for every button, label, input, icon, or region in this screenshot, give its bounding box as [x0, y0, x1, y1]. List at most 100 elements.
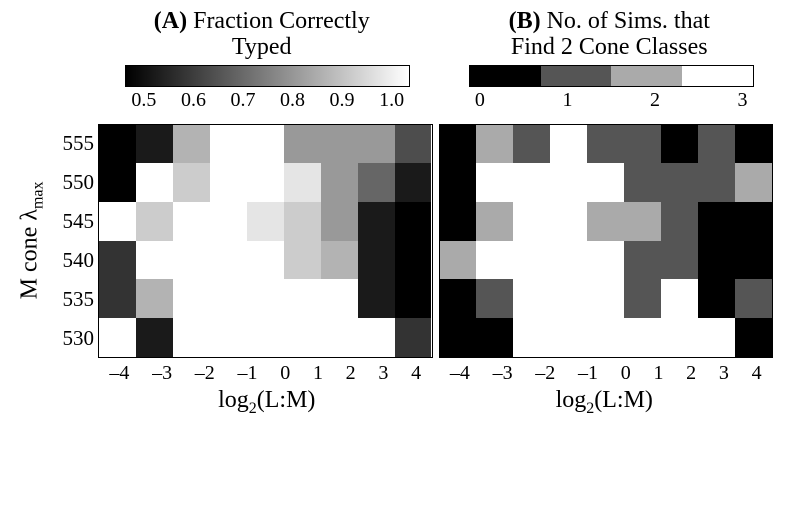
x-axis-label-prefix-b: log [556, 387, 587, 413]
x-tick: –2 [535, 362, 555, 385]
heatmap-a-cell [247, 202, 284, 241]
heatmap-b-cell [513, 241, 550, 280]
heatmap-a-cell [136, 318, 173, 357]
heatmap-a-cell [136, 241, 173, 280]
colorbar-a-tick: 0.8 [280, 89, 305, 112]
heatmap-b-cell [661, 163, 698, 202]
heatmap-a-cell [173, 202, 210, 241]
heatmap-a-cell [99, 279, 136, 318]
colorbar-b-ticks: 0123 [469, 89, 754, 112]
heatmap-a-cell [284, 202, 321, 241]
heatmap-b-cell [698, 202, 735, 241]
heatmap-a-cell [395, 163, 432, 202]
x-tick: 1 [653, 362, 663, 385]
heatmap-b-cell [476, 241, 513, 280]
heatmap-b-cell [735, 279, 772, 318]
panel-b-title-line1: No. of Sims. that [547, 8, 710, 34]
heatmap-a-cell [358, 279, 395, 318]
panel-a-title-line1: Fraction Correctly [193, 8, 370, 34]
heatmap-a-cell [358, 318, 395, 357]
heatmap-a-cell [395, 241, 432, 280]
x-tick: –3 [152, 362, 172, 385]
heatmap-b-cell [698, 279, 735, 318]
x-tick: 0 [280, 362, 290, 385]
heatmap-b-cell [440, 163, 477, 202]
colorbar-a-tick: 1.0 [379, 89, 404, 112]
y-axis-label-sub: max [29, 182, 46, 210]
heatmap-a-cell [99, 125, 136, 164]
heatmap-b-cell [661, 202, 698, 241]
heatmap-b-cell [735, 241, 772, 280]
heatmap-b-cell [661, 279, 698, 318]
heatmap-b-cell [440, 318, 477, 357]
heatmap-b-cell [513, 163, 550, 202]
heatmap-b-cell [476, 125, 513, 164]
heatmap-a-cell [284, 279, 321, 318]
heatmap-a-cell [136, 202, 173, 241]
heatmap-a-cell [247, 241, 284, 280]
x-tick: 2 [346, 362, 356, 385]
heatmap-a-cell [321, 241, 358, 280]
heatmap-b-cell [735, 318, 772, 357]
panel-b-title: (B) No. of Sims. that Find 2 Cone Classe… [446, 8, 774, 61]
heatmap-b-cell [735, 163, 772, 202]
x-axis-ticks-b: –4–3–2–101234 [439, 362, 774, 385]
heatmap-a-cell [210, 318, 247, 357]
heatmap-a-cell [136, 279, 173, 318]
x-tick: –4 [450, 362, 470, 385]
heatmap-a-cell [321, 163, 358, 202]
panels [98, 124, 773, 358]
heatmap-a-cell [284, 318, 321, 357]
panel-titles-row: (A) Fraction Correctly Typed (B) No. of … [98, 8, 773, 61]
heatmap-b-cell [698, 241, 735, 280]
x-tick: 3 [719, 362, 729, 385]
y-tick: 540 [63, 248, 95, 273]
heatmap-a-cell [210, 163, 247, 202]
colorbar-b-tick: 1 [562, 89, 572, 112]
heatmap-a-cell [136, 163, 173, 202]
colorbar-b-segment [470, 66, 541, 86]
x-tick: –1 [578, 362, 598, 385]
heatmap-b-cell [550, 279, 587, 318]
y-axis-label: M cone λmax [17, 182, 48, 300]
heatmap-b-cell [550, 241, 587, 280]
heatmap-a-cell [99, 318, 136, 357]
heatmap-b-cell [513, 318, 550, 357]
heatmap-b-cell [624, 163, 661, 202]
heatmap-b-cell [587, 163, 624, 202]
heatmap-a-cell [173, 241, 210, 280]
heatmap-b-cell [476, 318, 513, 357]
heatmap-b-cell [440, 202, 477, 241]
heatmap-b-cell [476, 202, 513, 241]
heatmap-a-cell [395, 318, 432, 357]
heatmap-a-cell [284, 125, 321, 164]
heatmap-a-cell [99, 163, 136, 202]
colorbar-b-segment [611, 66, 682, 86]
heatmap-a-cell [247, 125, 284, 164]
panel-a-title-line2: Typed [232, 34, 292, 60]
heatmap-b-cell [587, 318, 624, 357]
heatmap-b-cell [698, 318, 735, 357]
heatmap-a-cell [210, 241, 247, 280]
heatmap-b-cell [661, 318, 698, 357]
heatmap-a-cell [247, 163, 284, 202]
heatmap-b-cell [661, 241, 698, 280]
heatmap-a-cell [395, 279, 432, 318]
heatmap-a-cell [210, 125, 247, 164]
panel-a-label: (A) [154, 8, 187, 34]
heatmap-b-cell [624, 279, 661, 318]
colorbar-a-tick: 0.7 [230, 89, 255, 112]
x-tick: –2 [195, 362, 215, 385]
colorbar-b: 0123 [450, 65, 774, 112]
x-tick: 4 [752, 362, 762, 385]
heatmap-b-cell [513, 202, 550, 241]
colorbar-a-tick: 0.5 [131, 89, 156, 112]
panel-a-title: (A) Fraction Correctly Typed [98, 8, 426, 61]
x-tick: –4 [109, 362, 129, 385]
x-tick: 1 [313, 362, 323, 385]
figure: (A) Fraction Correctly Typed (B) No. of … [0, 0, 787, 510]
heatmap-a-cell [395, 125, 432, 164]
x-tick: 3 [378, 362, 388, 385]
colorbar-b-tick: 0 [475, 89, 485, 112]
heatmap-b-cell [550, 163, 587, 202]
